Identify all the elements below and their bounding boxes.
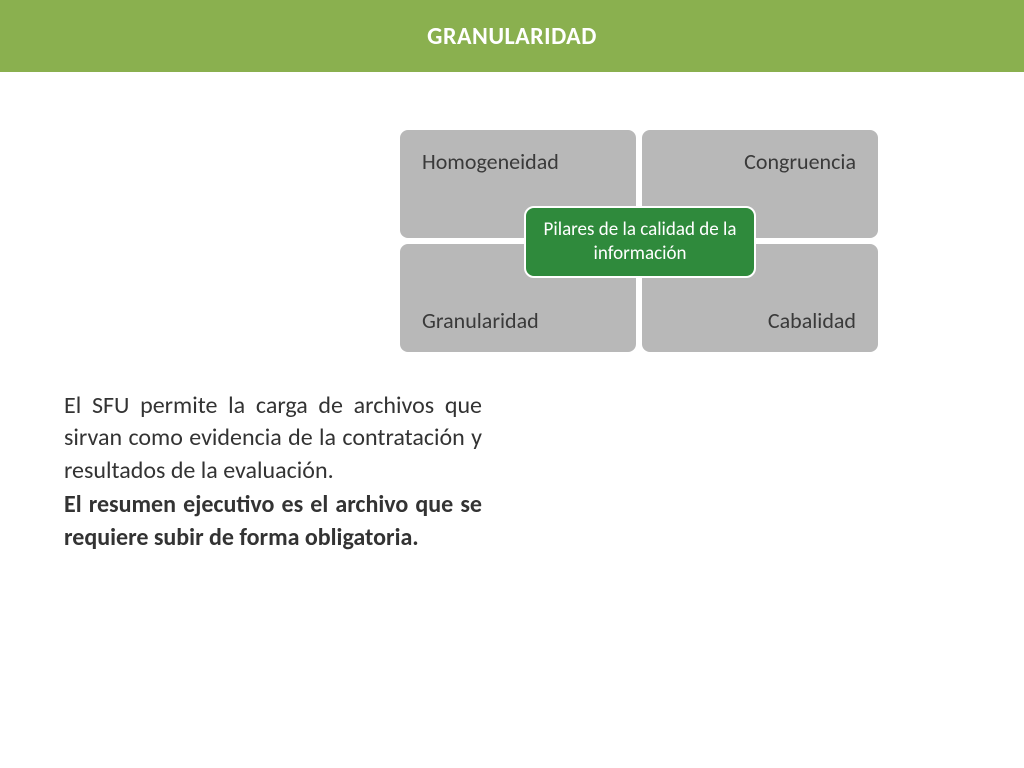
pillars-diagram: Homogeneidad Congruencia Granularidad Ca…	[400, 130, 878, 352]
paragraph-1: El SFU permite la carga de archivos que …	[64, 390, 482, 487]
header-bar: GRANULARIDAD	[0, 0, 1024, 72]
paragraph-2: El resumen ejecutivo es el archivo que s…	[64, 489, 482, 554]
center-label: Pilares de la calidad de la información	[524, 206, 756, 278]
body-text: El SFU permite la carga de archivos que …	[64, 390, 482, 556]
page-title: GRANULARIDAD	[427, 22, 597, 51]
